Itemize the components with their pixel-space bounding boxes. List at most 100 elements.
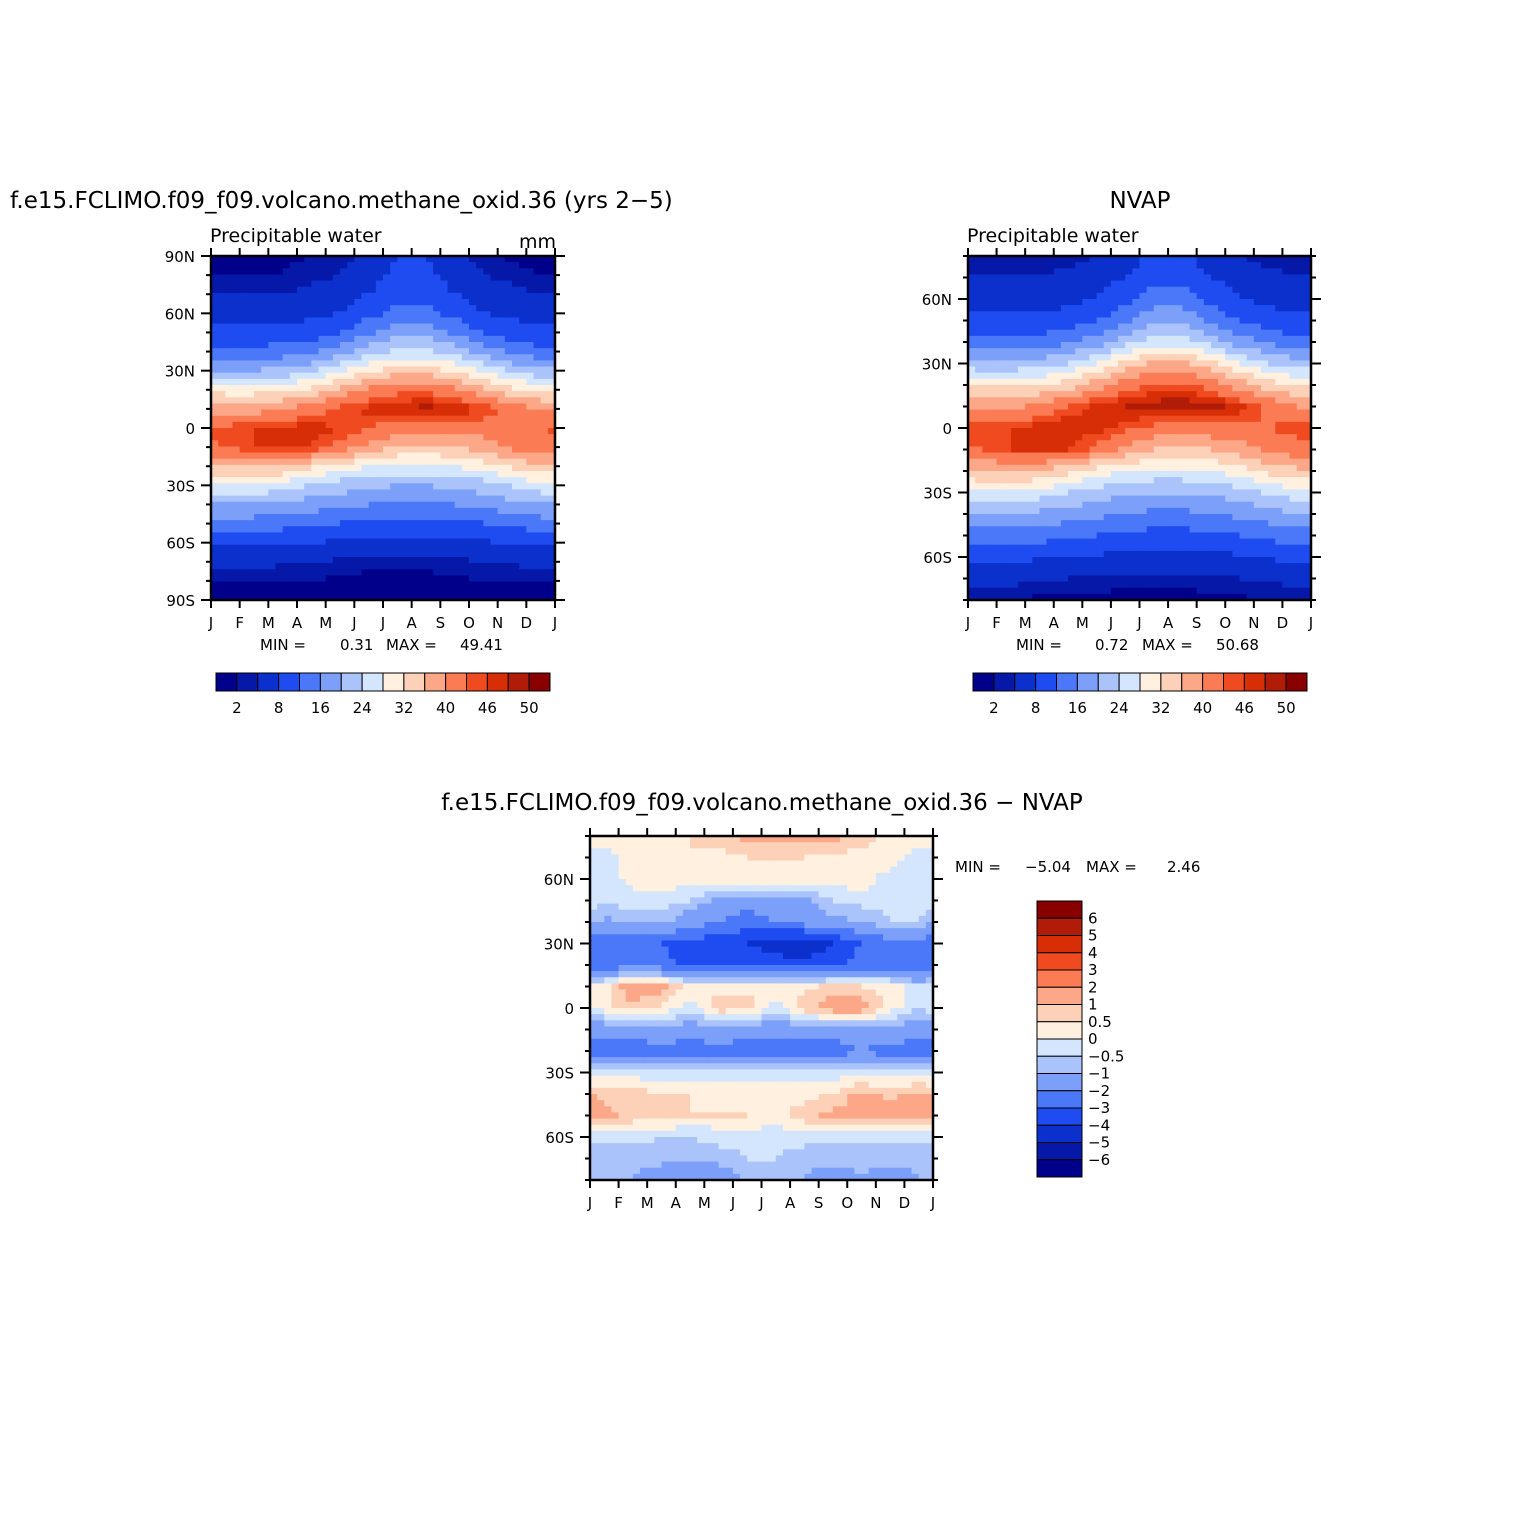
model-cell	[354, 581, 363, 589]
obs-cell	[989, 256, 998, 263]
model-cell	[483, 575, 492, 583]
model-cell	[239, 391, 248, 398]
obs-cell	[1218, 409, 1226, 417]
model-cell	[311, 342, 320, 349]
model-cell	[318, 446, 327, 454]
model-cell	[325, 317, 334, 325]
model-cell	[297, 489, 305, 497]
model-cell	[390, 563, 398, 570]
model-cell	[239, 305, 248, 312]
model-cell	[347, 317, 355, 325]
obs-cell	[1175, 464, 1183, 472]
obs-cell	[1260, 256, 1269, 263]
obs-cell	[1239, 311, 1248, 319]
model-cell	[447, 514, 456, 521]
model-cell	[254, 532, 262, 540]
model-cell	[368, 292, 377, 300]
model-cell	[454, 440, 463, 448]
obs-cell	[1232, 464, 1241, 472]
model-cell	[311, 538, 320, 546]
model-cell	[268, 464, 277, 472]
obs-cell	[989, 286, 998, 294]
obs-cell	[1253, 323, 1262, 331]
obs-cell	[1053, 477, 1062, 484]
model-cell	[390, 262, 398, 269]
model-cell	[512, 403, 520, 411]
model-cell	[397, 569, 406, 577]
model-cell	[533, 526, 542, 534]
obs-cell	[1275, 397, 1284, 405]
model-cell	[533, 452, 542, 460]
model-cell	[411, 569, 420, 577]
model-cell	[440, 471, 449, 478]
obs-cell	[1125, 446, 1133, 454]
obs-cell	[1246, 520, 1255, 527]
obs-cell	[1282, 483, 1291, 491]
model-cell	[225, 514, 234, 521]
model-cell	[289, 440, 298, 448]
model-cell	[361, 489, 370, 497]
obs-cell	[1153, 520, 1162, 527]
model-cell	[476, 342, 484, 349]
model-cell	[454, 354, 463, 362]
obs-cell	[1196, 299, 1205, 306]
obs-cell	[1139, 507, 1148, 515]
model-cell	[383, 483, 391, 491]
model-cell	[490, 256, 499, 263]
model-cell	[225, 372, 234, 380]
obs-cell	[1053, 458, 1062, 466]
obs-cell	[1210, 514, 1219, 521]
model-cell	[497, 256, 506, 263]
model-cell	[497, 403, 506, 411]
model-cell	[325, 385, 334, 392]
model-cell	[261, 403, 269, 411]
obs-cell	[1025, 477, 1033, 484]
obs-cell	[1075, 268, 1083, 276]
model-cell	[340, 391, 348, 398]
obs-cell	[1010, 397, 1019, 405]
obs-cell	[1089, 305, 1098, 312]
model-cell	[497, 452, 506, 460]
model-cell	[289, 391, 298, 398]
obs-cell	[1032, 403, 1041, 411]
model-cell	[361, 317, 370, 325]
obs-cell	[1125, 354, 1133, 362]
obs-cell	[1296, 440, 1305, 448]
obs-cell	[1175, 348, 1183, 355]
obs-cell	[1282, 366, 1291, 374]
model-cell	[404, 403, 413, 411]
model-cell	[418, 378, 427, 386]
model-cell	[383, 274, 391, 282]
model-cell	[426, 268, 434, 276]
obs-cell	[1218, 378, 1226, 386]
obs-cell	[1068, 329, 1076, 337]
obs-cell	[1196, 514, 1205, 521]
obs-cell	[1046, 378, 1055, 386]
obs-cell	[1253, 311, 1262, 319]
model-cell	[390, 354, 398, 362]
model-cell	[461, 409, 470, 417]
model-cell	[304, 378, 312, 386]
model-cell	[368, 434, 377, 441]
model-cell	[490, 305, 499, 312]
obs-cell	[1275, 348, 1284, 355]
obs-cell	[1175, 507, 1183, 515]
model-cell	[347, 335, 355, 343]
obs-cell	[1246, 483, 1255, 491]
model-cell	[461, 323, 470, 331]
model-cell	[461, 458, 470, 466]
model-cell	[246, 274, 255, 282]
model-cell	[418, 391, 427, 398]
obs-cell	[1018, 483, 1026, 491]
obs-cell	[1103, 305, 1112, 312]
model-cell	[497, 464, 506, 472]
model-cell	[246, 495, 255, 503]
model-cell	[519, 464, 527, 472]
obs-cell	[996, 446, 1005, 454]
model-cell	[289, 274, 298, 282]
model-cell	[254, 397, 262, 405]
model-cell	[540, 471, 549, 478]
obs-cell	[1196, 286, 1205, 294]
obs-cell	[1053, 274, 1062, 282]
model-cell	[397, 575, 406, 583]
